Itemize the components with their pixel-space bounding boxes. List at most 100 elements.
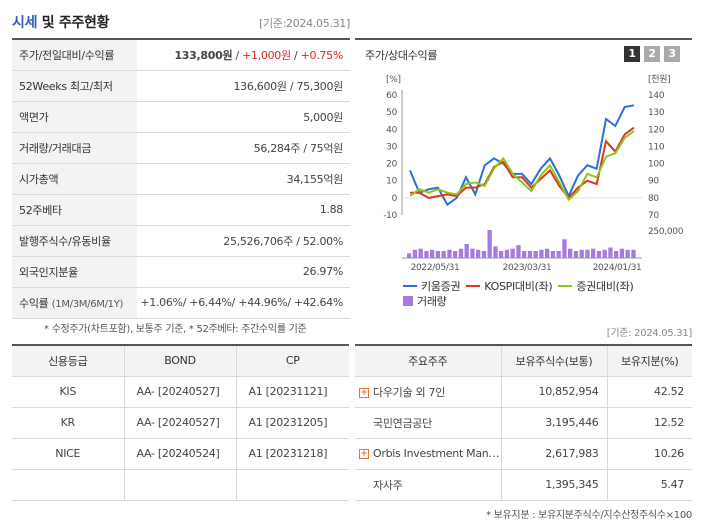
pct-cell: 12.52 [606,407,692,439]
legend-line-icon [558,284,573,287]
current-price: 133,800원 [174,48,233,62]
row-label: 액면가 [12,101,137,133]
holder-name-cell: 국민연금공단 [355,407,501,439]
table-row: + Orbis Investment Man… 2,617,983 10.26 [355,438,692,470]
agency-cell [12,469,124,501]
stock-chart: [%] [천원]6050403020100-1014013012011010090… [383,74,684,273]
y-tick-left: 0 [392,194,398,204]
volume-bar [631,249,636,258]
row-value: +1.06%/ +6.44%/ +44.96%/ +42.64% [137,287,350,319]
chart-page-1-button[interactable]: 1 [624,46,640,62]
volume-bar [430,249,435,258]
col-header: CP [235,344,349,377]
volume-bar [602,249,607,258]
legend-item-kiwoom: 키움증권 [403,278,461,294]
volume-bar [418,248,423,258]
row-label: 주가/전일대비/수익률 [12,38,137,71]
series-line-sector [409,130,635,202]
volume-bar [412,249,418,258]
table-row: NICE AA- [20240524] A1 [20231218] [12,438,349,470]
volume-bar [619,248,625,258]
volume-bar [510,248,515,258]
col-header: 주요주주 [355,344,501,377]
holder-name-cell: + 다우기술 외 7인 [355,376,501,408]
agency-cell: KR [12,407,124,439]
table-row [12,469,349,501]
row-value: 5,000원 [137,101,350,133]
expand-plus-icon[interactable]: + [359,449,369,459]
table-row: KIS AA- [20240527] A1 [20231121] [12,376,349,408]
shareholders-footnote: * 보유지분 : 보유지분주식수/지수산정주식수×100 [486,510,692,521]
col-header: 신용등급 [12,344,124,377]
volume-bar [614,251,619,258]
as-of-date: [기준:2024.05.31] [258,17,350,30]
pct-cell: 42.52 [606,376,692,408]
volume-bar [625,249,630,258]
table-row: 발행주식수/유동비율 25,526,706주 / 52.00% [12,225,350,257]
row-label: 수익률 (1M/3M/6M/1Y) [12,287,137,319]
row-label: 52Weeks 최고/최저 [12,70,137,102]
y-tick-right: 110 [648,142,665,152]
row-value: 56,284주 / 75억원 [137,132,350,164]
volume-bar [556,251,561,258]
x-tick-label: 2023/03/31 [503,263,552,273]
table-row: 외국인지분율 26.97% [12,256,350,288]
volume-bar [527,251,533,258]
volume-bar [464,244,469,258]
volume-bar [504,249,510,258]
volume-bar [585,249,590,258]
table-row: 거래량/거래대금 56,284주 / 75억원 [12,132,350,164]
bond-rating-cell: AA- [20240524] [123,438,236,470]
y-tick-left: 20 [386,160,397,170]
table-row: KR AA- [20240527] A1 [20231205] [12,407,349,439]
volume-bar [424,251,429,258]
table-header-row: 신용등급 BOND CP [12,344,349,377]
legend-item-sector: 증권대비(좌) [558,278,634,294]
shares-cell: 1,395,345 [500,469,607,501]
cp-rating-cell: A1 [20231205] [235,407,349,439]
shares-cell: 3,195,446 [500,407,607,439]
volume-bar [591,248,596,258]
shares-cell: 2,617,983 [500,438,607,470]
col-header: 보유주식수(보통) [500,344,607,377]
volume-bar [596,251,602,258]
volume-bar [487,230,492,258]
shareholders-table: 주요주주 보유주식수(보통) 보유지분(%) + 다우기술 외 7인 10,852… [355,344,692,501]
series-line-kospi [410,126,635,200]
legend-square-icon [403,295,413,306]
shares-cell: 10,852,954 [500,376,607,408]
legend-line-icon [403,284,417,287]
volume-bar [499,251,504,258]
legend-item-kospi: KOSPI대비(좌) [466,278,553,294]
as-of-date-2: [기준: 2024.05.31] [606,328,693,339]
volume-bar [568,248,573,258]
holder-name-cell: 자사주 [355,469,501,501]
row-sublabel: (1M/3M/6M/1Y) [51,298,124,310]
bond-rating-cell [123,469,236,501]
chart-legend: 키움증권 KOSPI대비(좌) 증권대비(좌) 거래량 [403,278,639,308]
table-row: 52Weeks 최고/최저 136,600원 / 75,300원 [12,70,350,102]
row-value: 1.88 [137,194,350,226]
market-footnote: * 수정주가(차트포함), 보통주 기준, * 52주베타: 주간수익률 기준 [44,324,307,335]
expand-plus-icon[interactable]: + [359,387,369,398]
volume-bar [516,245,521,258]
section-title-shareholders: 및 주주현황 [37,15,110,31]
table-row: 수익률 (1M/3M/6M/1Y) +1.06%/ +6.44%/ +44.96… [12,287,350,319]
volume-bar [608,247,613,258]
chart-page-3-button[interactable]: 3 [664,46,680,62]
volume-bar [533,251,538,258]
volume-bar [579,249,584,258]
y-tick-right: 70 [648,211,659,221]
series-line-kiwoom [409,104,635,207]
agency-cell: KIS [12,376,124,408]
y-tick-right: 100 [648,160,665,170]
left-unit-label: [%] [386,75,401,85]
row-label: 외국인지분율 [12,256,137,288]
credit-rating-table: 신용등급 BOND CP KIS AA- [20240527] A1 [2023… [12,344,349,501]
price-change-pct: +0.75% [300,48,344,62]
chart-panel: 주가/상대수익률 1 2 3 [%] [천원] 60 50 40 30 20 10 0 -10 14… [355,38,692,316]
row-label: 시가총액 [12,163,137,195]
chart-page-2-button[interactable]: 2 [644,46,660,62]
cp-rating-cell: A1 [20231121] [235,376,349,408]
holder-name-cell: + Orbis Investment Man… [355,438,501,470]
